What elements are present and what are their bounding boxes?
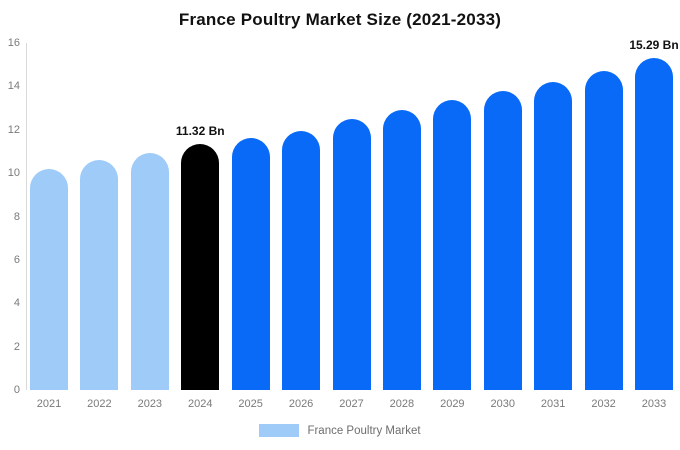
- bar-2021: [30, 168, 68, 390]
- y-tick-label: 8: [13, 210, 20, 223]
- x-tick-label-2025: 2025: [238, 398, 263, 410]
- y-tick-label: 0: [13, 384, 20, 396]
- bar-2031: [534, 81, 573, 390]
- y-tick-label: 16: [7, 37, 20, 49]
- bar-2033: [635, 58, 673, 390]
- x-tick-label-2023: 2023: [137, 398, 163, 410]
- bar-2023: [130, 153, 169, 390]
- x-tick-label-2026: 2026: [288, 398, 314, 410]
- bar-2027: [332, 119, 371, 390]
- x-tick-label-2028: 2028: [389, 398, 415, 410]
- y-tick-label: 14: [7, 80, 20, 93]
- bar-2030: [483, 90, 522, 390]
- legend-label: France Poultry Market: [307, 424, 421, 437]
- bar-2026: [282, 131, 321, 390]
- bar-2028: [382, 110, 421, 390]
- bar-2025: [231, 138, 270, 390]
- x-tick-label-2033: 2033: [641, 398, 667, 410]
- y-tick-label: 12: [7, 123, 20, 136]
- bar-2029: [433, 99, 472, 390]
- x-tick-label-2029: 2029: [440, 398, 465, 410]
- x-tick-label-2030: 2030: [490, 398, 515, 410]
- bar-value-label-2033: 15.29 Bn: [629, 38, 679, 53]
- x-tick-label-2021: 2021: [36, 398, 62, 410]
- bar-value-label-2024: 11.32 Bn: [175, 124, 225, 139]
- legend-swatch: [259, 424, 300, 437]
- x-tick-label-2032: 2032: [591, 398, 616, 410]
- y-tick-label: 2: [13, 340, 20, 353]
- legend-item[interactable]: France Poultry Market: [0, 424, 680, 437]
- x-tick-label-2031: 2031: [540, 398, 566, 410]
- x-tick-label-2027: 2027: [339, 398, 364, 410]
- y-axis-line: [26, 43, 27, 390]
- bar-2024: [181, 144, 220, 390]
- x-tick-label-2022: 2022: [87, 398, 112, 410]
- y-tick-label: 4: [13, 297, 20, 310]
- y-tick-label: 6: [13, 253, 20, 266]
- bar-2032: [584, 70, 623, 390]
- chart-title: France Poultry Market Size (2021-2033): [178, 10, 502, 29]
- bar-2022: [80, 160, 119, 390]
- x-tick-label-2024: 2024: [188, 398, 213, 410]
- y-tick-label: 10: [7, 167, 20, 180]
